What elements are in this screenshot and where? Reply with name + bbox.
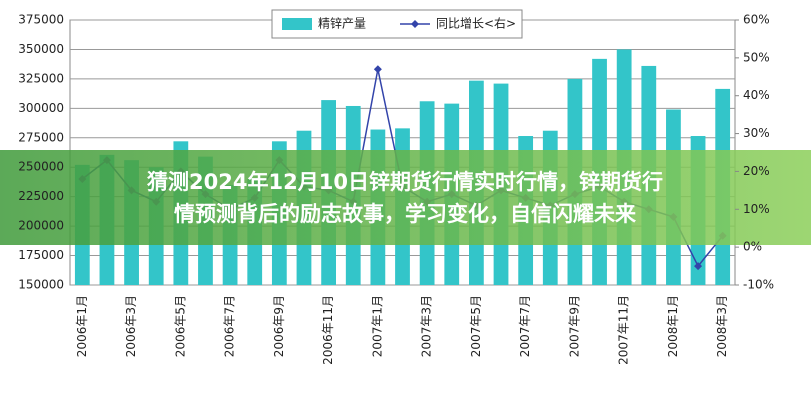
y2-tick-label: 30% bbox=[743, 126, 770, 140]
legend-swatch bbox=[411, 20, 419, 28]
y2-tick-label: 60% bbox=[743, 13, 770, 27]
x-tick-label: 2006年1月 bbox=[75, 295, 89, 357]
y2-tick-label: -10% bbox=[743, 278, 774, 292]
x-tick-label: 2006年3月 bbox=[124, 295, 138, 357]
y2-tick-label: 10% bbox=[743, 202, 770, 216]
y-tick-label: 250000 bbox=[18, 160, 64, 174]
x-tick-label: 2006年7月 bbox=[223, 295, 237, 357]
legend-label: 同比增长<右> bbox=[436, 16, 516, 31]
y-tick-label: 225000 bbox=[18, 189, 64, 203]
y2-tick-label: 20% bbox=[743, 164, 770, 178]
y-tick-label: 275000 bbox=[18, 130, 64, 144]
y-tick-label: 350000 bbox=[18, 42, 64, 56]
y-tick-label: 200000 bbox=[18, 219, 64, 233]
legend-swatch bbox=[282, 18, 312, 30]
x-tick-label: 2007年5月 bbox=[469, 295, 483, 357]
x-tick-label: 2007年9月 bbox=[567, 295, 581, 357]
y-tick-label: 150000 bbox=[18, 278, 64, 292]
x-tick-label: 2007年11月 bbox=[617, 295, 631, 365]
y2-tick-label: 40% bbox=[743, 88, 770, 102]
banner-line: 猜测2024年12月10日锌期货行情实时行情，锌期货行 bbox=[146, 170, 663, 194]
x-tick-label: 2006年11月 bbox=[321, 295, 335, 365]
y-tick-label: 175000 bbox=[18, 248, 64, 262]
legend-label: 精锌产量 bbox=[318, 17, 366, 31]
x-tick-label: 2007年7月 bbox=[518, 295, 532, 357]
y-tick-label: 300000 bbox=[18, 101, 64, 115]
x-tick-label: 2006年9月 bbox=[272, 295, 286, 357]
y2-tick-label: 50% bbox=[743, 50, 770, 64]
x-tick-label: 2008年3月 bbox=[715, 295, 729, 357]
banner-line: 情预测背后的励志故事，学习变化，自信闪耀未来 bbox=[174, 202, 637, 226]
x-tick-label: 2008年1月 bbox=[666, 295, 680, 357]
y-tick-label: 325000 bbox=[18, 71, 64, 85]
y2-tick-label: 0% bbox=[743, 240, 762, 254]
x-tick-label: 2007年1月 bbox=[370, 295, 384, 357]
marker bbox=[373, 65, 382, 74]
legend bbox=[271, 9, 523, 39]
marker bbox=[694, 262, 703, 271]
banner bbox=[0, 150, 811, 245]
y-tick-label: 375000 bbox=[18, 13, 64, 27]
x-tick-label: 2006年5月 bbox=[173, 295, 187, 357]
x-tick-label: 2007年3月 bbox=[420, 295, 434, 357]
